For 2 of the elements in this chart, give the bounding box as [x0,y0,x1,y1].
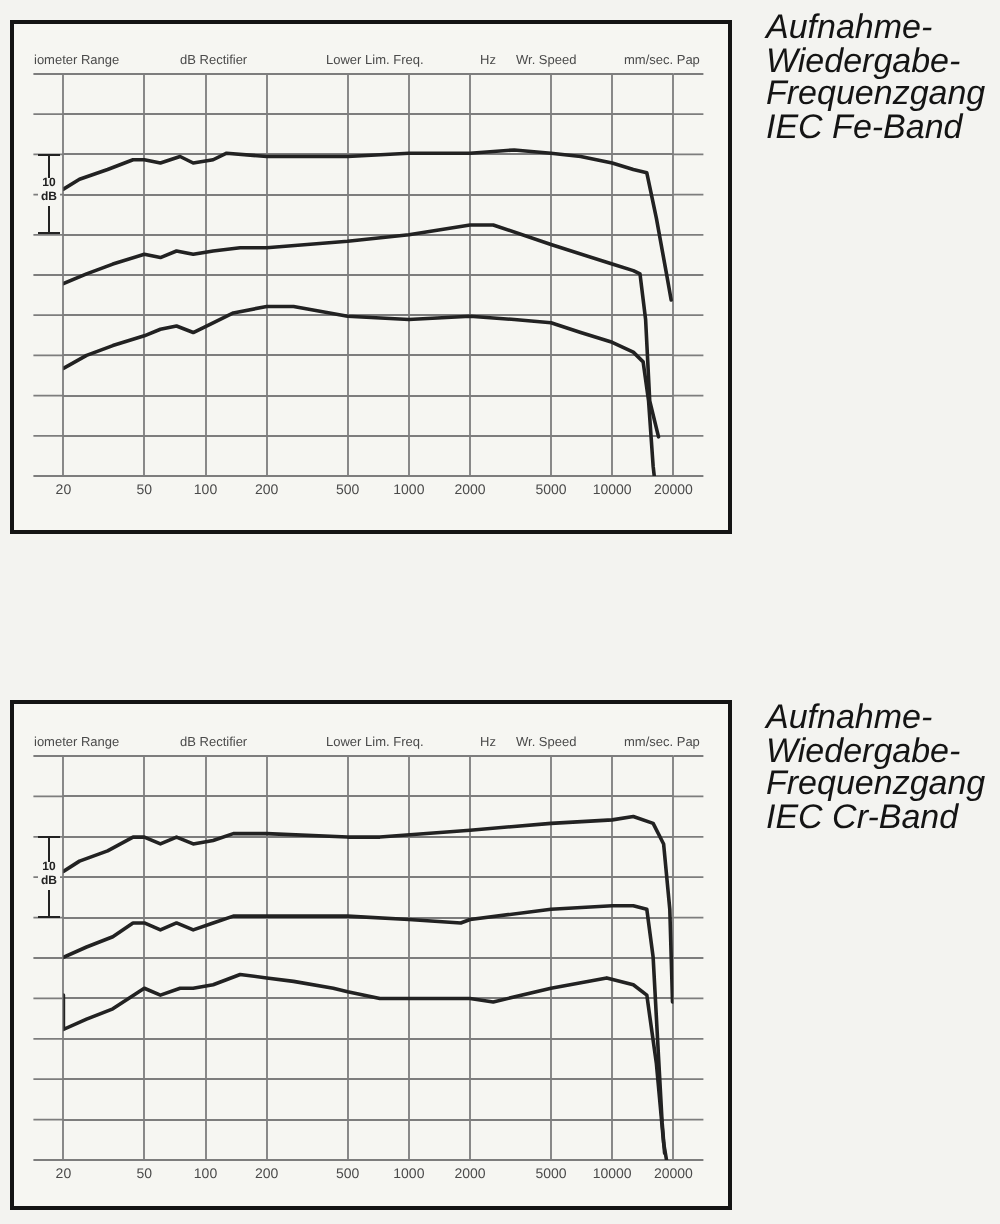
text: Aufnahme-Wiedergabe-Frequenzgang IEC Cr-Band [766,698,988,837]
text: Aufnahme-Wiedergabe-Frequenzgang IEC Fe-Band [766,8,988,147]
